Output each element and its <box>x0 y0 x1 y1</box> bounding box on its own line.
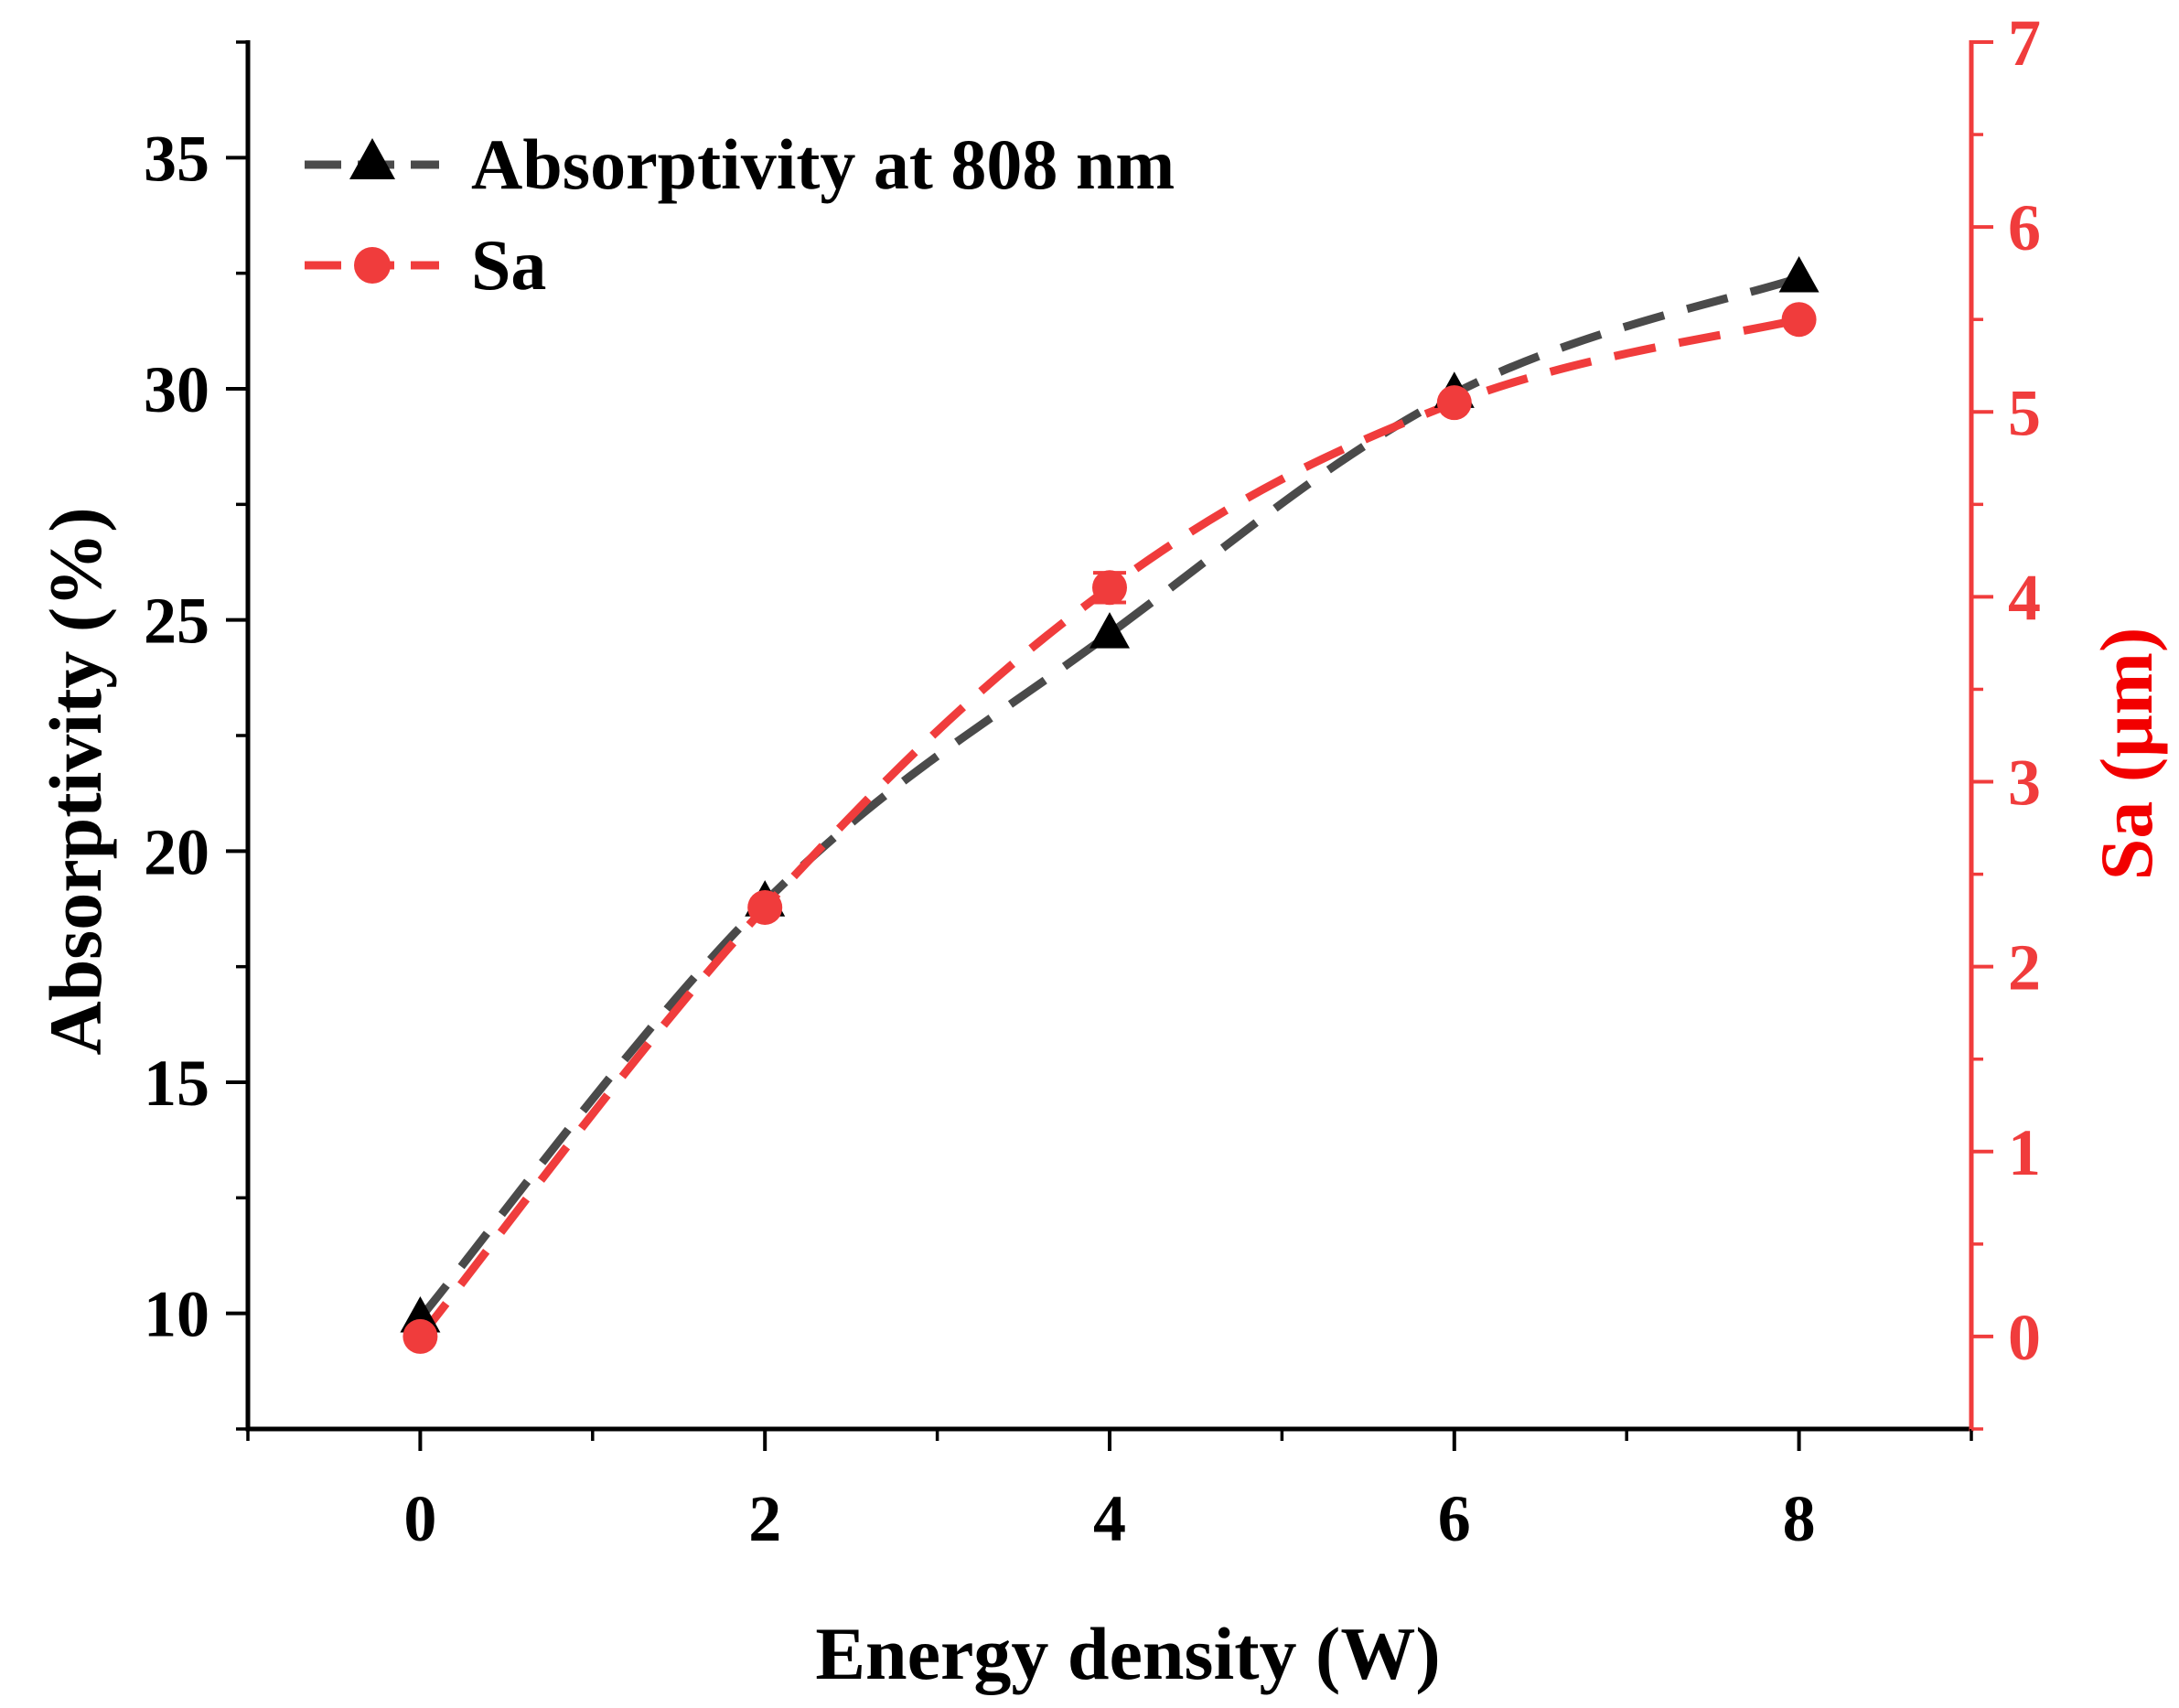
bottom-tick-label: 6 <box>1438 1482 1471 1555</box>
legend-absorptivity-marker <box>349 138 395 179</box>
left-tick-label: 15 <box>144 1047 209 1120</box>
bottom-tick-label: 0 <box>403 1482 436 1555</box>
right-tick-label: 7 <box>2008 6 2041 80</box>
bottom-tick-label: 2 <box>748 1482 781 1555</box>
absorptivity-point <box>1090 612 1130 649</box>
left-tick-label: 25 <box>144 585 209 658</box>
right-tick-label: 5 <box>2008 376 2041 449</box>
y-axis-left-title: Absorptivity (%) <box>34 507 117 1055</box>
x-axis-title: Energy density (W) <box>815 1612 1440 1695</box>
legend-absorptivity-label: Absorptivity at 808 nm <box>471 124 1175 204</box>
legend-sa-label: Sa <box>471 225 546 305</box>
sa-point <box>1092 570 1127 606</box>
right-tick-label: 4 <box>2008 561 2041 634</box>
left-tick-label: 35 <box>144 122 209 195</box>
right-tick-label: 3 <box>2008 747 2041 820</box>
sa-point <box>1781 302 1817 338</box>
y-axis-right-title: Sa (μm) <box>2085 628 2168 881</box>
absorptivity-point <box>1778 255 1819 293</box>
series-absorptivity-line <box>416 274 1801 1321</box>
right-tick-label: 2 <box>2008 931 2041 1004</box>
left-tick-label: 20 <box>144 815 209 888</box>
left-tick-label: 30 <box>144 353 209 426</box>
sa-point <box>403 1318 438 1354</box>
right-tick-label: 6 <box>2008 191 2041 264</box>
legend: Absorptivity at 808 nm Sa <box>305 124 1175 305</box>
sa-point <box>747 889 783 925</box>
right-tick-label: 0 <box>2008 1301 2041 1374</box>
left-tick-label: 10 <box>144 1278 209 1351</box>
bottom-tick-label: 8 <box>1783 1482 1816 1555</box>
right-tick-label: 1 <box>2008 1116 2041 1189</box>
series-sa-line <box>416 315 1800 1339</box>
sa-point <box>1436 385 1472 421</box>
legend-sa-marker <box>354 247 391 284</box>
bottom-tick-label: 4 <box>1093 1482 1126 1555</box>
